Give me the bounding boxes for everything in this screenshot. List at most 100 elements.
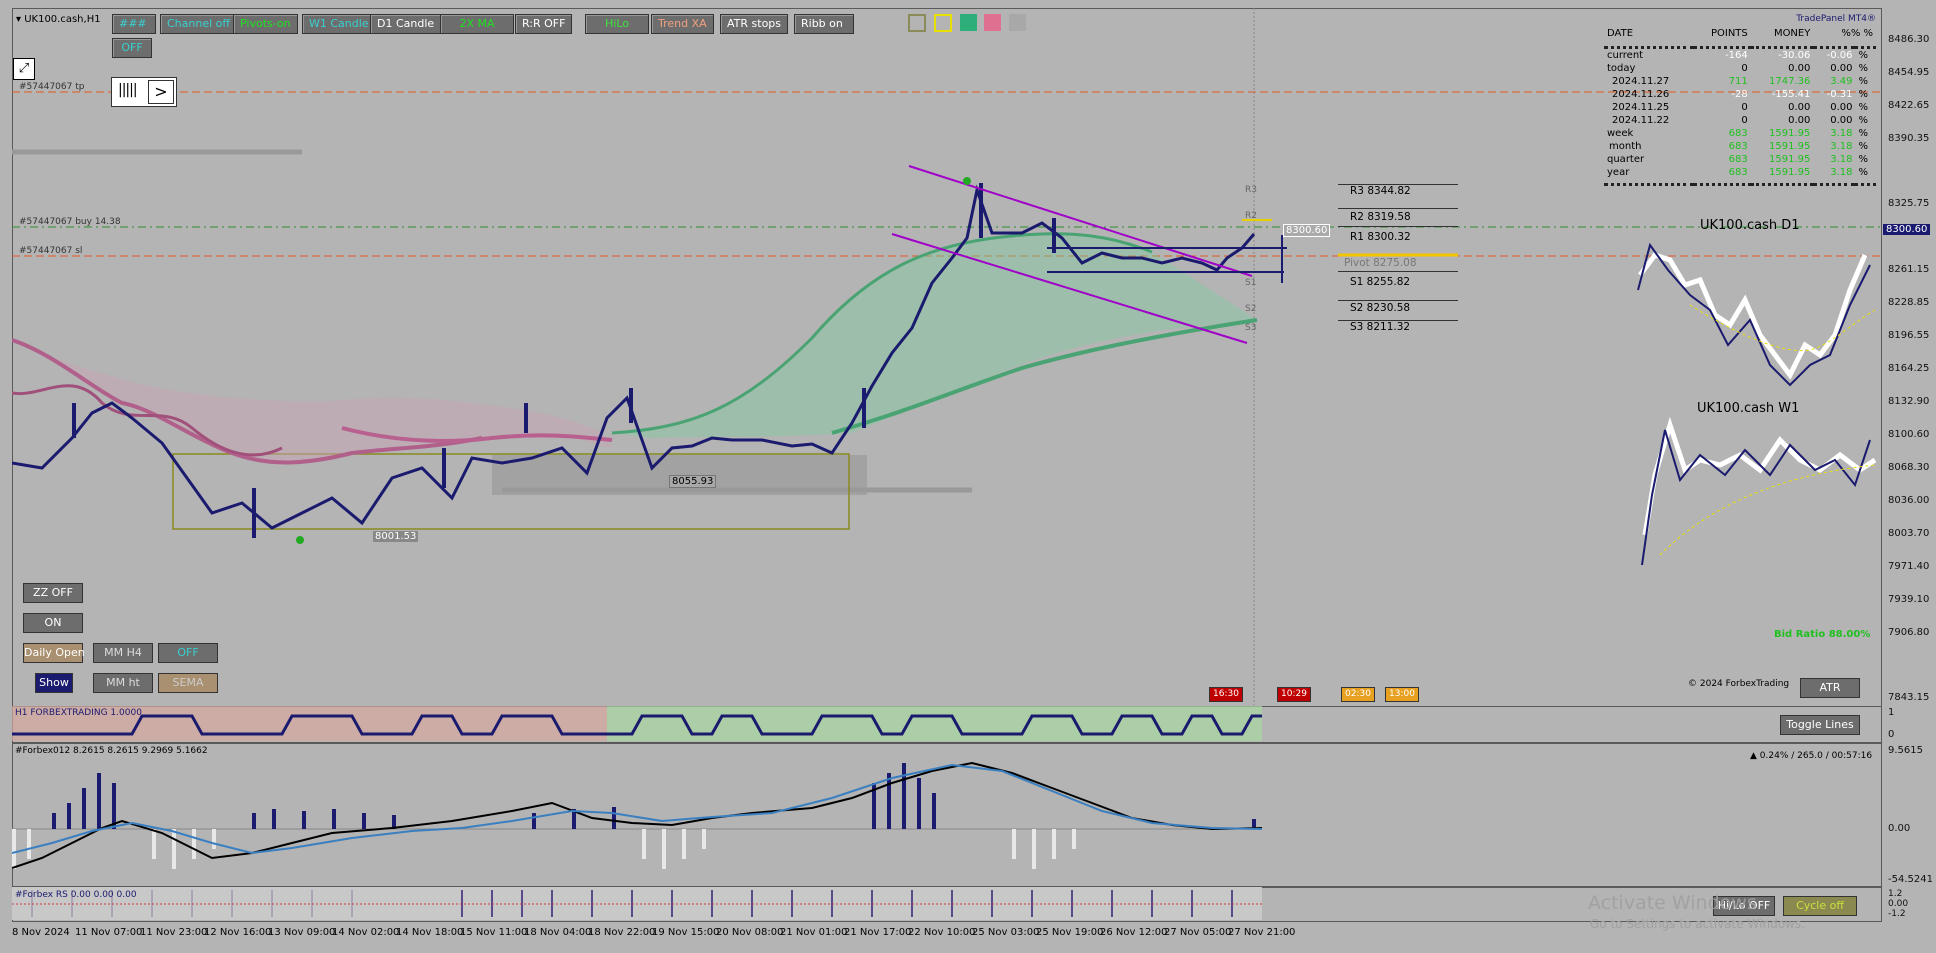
price-axis-label: 8036.00 <box>1888 495 1930 506</box>
row-unit: % <box>1858 102 1868 113</box>
pivot-main: Pivot 8275.08 <box>1344 257 1417 269</box>
price-axis-label: 7939.10 <box>1888 594 1930 605</box>
atr-button[interactable]: ATR <box>1800 678 1860 698</box>
row-date: current <box>1607 50 1644 61</box>
hilo-off-button[interactable]: Hi/Lo OFF <box>1713 896 1775 916</box>
indicator2-pane[interactable] <box>12 743 1882 887</box>
copyright-label: © 2024 ForbexTrading <box>1688 679 1790 689</box>
low2-price-label: 8055.93 <box>669 475 717 488</box>
row-money: 0.00 <box>1788 63 1811 74</box>
swatch-pink[interactable] <box>984 14 1001 31</box>
toolbar-button-rr[interactable]: R:R OFF <box>515 14 573 34</box>
session-tag: 10:29 <box>1277 687 1311 702</box>
mini-chart-w1-title: UK100.cash W1 <box>1697 401 1800 416</box>
swatch-olive[interactable] <box>908 14 926 32</box>
toolbar-button-hilo[interactable]: HiLo <box>585 14 649 34</box>
price-axis-label: 8132.90 <box>1888 396 1930 407</box>
row-points: 683 <box>1728 128 1748 139</box>
pivot-r2: R2 8319.58 <box>1350 211 1411 223</box>
activate-windows-watermark: Activate Windows <box>1588 892 1757 914</box>
table-row: 2024.11.27 711 1747.36 3.49% <box>1604 75 1876 88</box>
toolbar-button-atr-stops[interactable]: ATR stops <box>720 14 789 34</box>
time-axis-label: 12 Nov 16:00 <box>204 927 272 938</box>
on-button[interactable]: ON <box>23 613 83 633</box>
toolbar-button-ribb[interactable]: Ribb on <box>794 14 854 34</box>
toolbar-button-hash[interactable]: ### <box>112 14 156 34</box>
swatch-yellow[interactable] <box>934 14 952 32</box>
table-row: quarter 683 1591.95 3.18% <box>1604 153 1876 166</box>
toolbar-button-w1-candle[interactable]: W1 Candle <box>302 14 376 34</box>
swatch-grey[interactable] <box>1009 14 1026 31</box>
row-unit: % <box>1858 154 1868 165</box>
row-date: month <box>1609 141 1642 152</box>
sema-button[interactable]: SEMA <box>158 673 218 693</box>
mini-chart-d1 <box>1637 242 1876 387</box>
row-pct: 0.00 <box>1830 102 1853 113</box>
row-unit: % <box>1858 167 1868 178</box>
price-axis-current: 8300.60 <box>1883 224 1931 235</box>
indicator2-info: ▲ 0.24% / 265.0 / 00:57:16 <box>1750 751 1873 761</box>
mm-h4-button[interactable]: MM H4 <box>93 643 153 663</box>
time-axis-label: 25 Nov 19:00 <box>1036 927 1104 938</box>
table-row: 2024.11.22 0 0.00 0.00% <box>1604 114 1876 127</box>
show-button[interactable]: Show <box>35 673 73 693</box>
pivot-tag-s1: S1 <box>1245 278 1257 288</box>
cycle-off-button[interactable]: Cycle off <box>1783 896 1857 916</box>
ind1-axis-label: 0 <box>1888 729 1895 740</box>
swatch-green[interactable] <box>960 14 977 31</box>
toolbar-button-pivots[interactable]: Pivots-on <box>233 14 298 34</box>
trade-panel-header: DATE POINTS MONEY %% % <box>1604 27 1876 40</box>
row-points: 0 <box>1741 63 1748 74</box>
price-axis-label: 8196.55 <box>1888 330 1930 341</box>
table-row: week 683 1591.95 3.18% <box>1604 127 1876 140</box>
zz-off-button[interactable]: ZZ OFF <box>23 583 83 603</box>
time-axis-label: 21 Nov 01:00 <box>780 927 848 938</box>
row-pct: 3.18 <box>1830 154 1853 165</box>
trade-panel-table: DATE POINTS MONEY %% % current -164 -30.06… <box>1604 27 1876 186</box>
indicator2-title: #Forbex012 8.2615 8.2615 9.2969 5.1662 <box>15 746 208 756</box>
pivot-tag-s3: S3 <box>1245 323 1257 333</box>
daily-open-button[interactable]: Daily Open <box>23 643 85 663</box>
bars-icon: ||||| <box>118 82 138 98</box>
price-axis-label: 8486.30 <box>1888 34 1930 45</box>
current-price-box: 8300.60 <box>1283 224 1331 237</box>
row-pct: -0.31 <box>1826 89 1853 100</box>
off-button[interactable]: OFF <box>112 38 152 58</box>
symbol-text: UK100.cash,H1 <box>24 14 101 25</box>
indicator1-title: H1 FORBEXTRADING 1.0000 <box>15 708 142 718</box>
row-unit: % <box>1858 141 1868 152</box>
table-row: today 0 0.00 0.00% <box>1604 62 1876 75</box>
time-axis-label: 14 Nov 18:00 <box>396 927 464 938</box>
price-axis-label: 8390.35 <box>1888 133 1930 144</box>
activate-windows-subtext: Go to Settings to activate Windows. <box>1590 917 1805 931</box>
off2-button[interactable]: OFF <box>158 643 218 663</box>
level-label-sl: #57447067 sl <box>19 246 83 256</box>
row-date: quarter <box>1607 154 1645 165</box>
price-axis-label: 7906.80 <box>1888 627 1930 638</box>
row-unit: % <box>1858 76 1868 87</box>
toolbar-button-2x-ma[interactable]: 2X MA <box>440 14 514 34</box>
toolbar-button-d1-candle[interactable]: D1 Candle <box>370 14 442 34</box>
row-unit: % <box>1858 63 1868 74</box>
scroll-bars-control[interactable]: ||||| > <box>111 77 177 107</box>
toggle-lines-button[interactable]: Toggle Lines <box>1780 715 1860 735</box>
price-axis-label: 8003.70 <box>1888 528 1930 539</box>
row-date: year <box>1607 167 1630 178</box>
row-pct: 0.00 <box>1830 63 1853 74</box>
ind1-axis-label: 1 <box>1888 707 1895 718</box>
time-axis-label: 14 Nov 02:00 <box>332 927 400 938</box>
row-date: 2024.11.27 <box>1612 76 1670 87</box>
toolbar-button-trend-xa[interactable]: Trend XA <box>651 14 714 34</box>
price-chart[interactable] <box>12 8 1882 705</box>
chevron-right-icon[interactable]: > <box>148 80 174 104</box>
ind2-axis-label: 9.5615 <box>1888 745 1923 756</box>
expand-icon[interactable]: ⤢ <box>13 58 35 80</box>
row-date: 2024.11.26 <box>1612 89 1670 100</box>
mm-ht-button[interactable]: MM ht <box>93 673 153 693</box>
row-points: -28 <box>1731 89 1748 100</box>
price-axis-label: 8100.60 <box>1888 429 1930 440</box>
price-axis-label: 8164.25 <box>1888 363 1930 374</box>
mini-chart-d1-title: UK100.cash D1 <box>1700 218 1800 233</box>
row-money: 0.00 <box>1788 115 1811 126</box>
toolbar-button-channel[interactable]: Channel off <box>160 14 237 34</box>
